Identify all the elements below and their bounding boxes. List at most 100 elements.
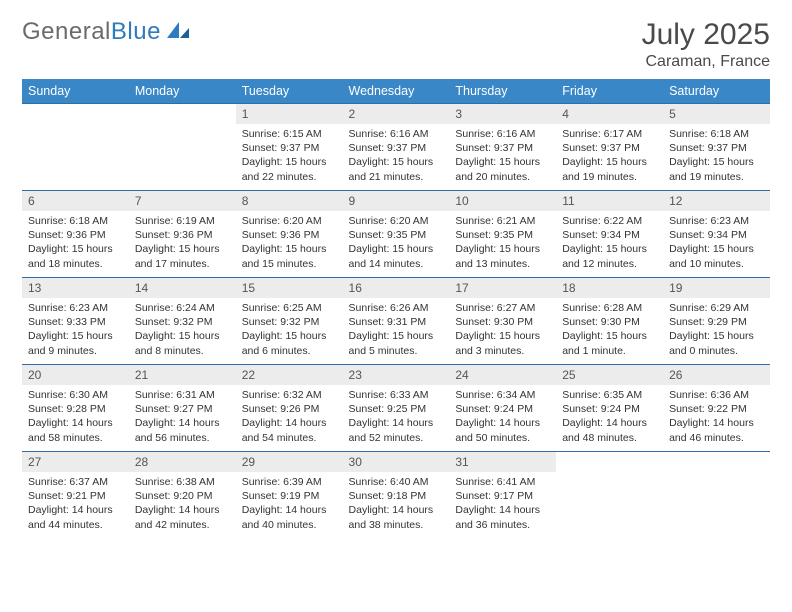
calendar-day-cell: 1Sunrise: 6:15 AMSunset: 9:37 PMDaylight… — [236, 104, 343, 191]
calendar-day-cell: 24Sunrise: 6:34 AMSunset: 9:24 PMDayligh… — [449, 365, 556, 452]
day-number: 29 — [236, 452, 343, 472]
day-details: Sunrise: 6:36 AMSunset: 9:22 PMDaylight:… — [663, 385, 770, 449]
day-number: 15 — [236, 278, 343, 298]
day-detail-line: and 20 minutes. — [455, 170, 550, 184]
day-detail-line: Sunset: 9:30 PM — [455, 315, 550, 329]
day-number: 18 — [556, 278, 663, 298]
day-details: Sunrise: 6:38 AMSunset: 9:20 PMDaylight:… — [129, 472, 236, 536]
calendar-day-cell — [22, 104, 129, 191]
day-detail-line: Daylight: 14 hours — [455, 503, 550, 517]
day-details: Sunrise: 6:18 AMSunset: 9:36 PMDaylight:… — [22, 211, 129, 275]
calendar-day-cell: 5Sunrise: 6:18 AMSunset: 9:37 PMDaylight… — [663, 104, 770, 191]
day-detail-line: Sunrise: 6:32 AM — [242, 388, 337, 402]
calendar-day-cell: 17Sunrise: 6:27 AMSunset: 9:30 PMDayligh… — [449, 278, 556, 365]
day-detail-line: Sunset: 9:22 PM — [669, 402, 764, 416]
day-detail-line: Sunset: 9:35 PM — [349, 228, 444, 242]
day-detail-line: Daylight: 14 hours — [135, 503, 230, 517]
day-detail-line: and 3 minutes. — [455, 344, 550, 358]
day-number: 20 — [22, 365, 129, 385]
day-details — [22, 124, 129, 131]
day-detail-line: and 18 minutes. — [28, 257, 123, 271]
day-detail-line: Sunset: 9:34 PM — [562, 228, 657, 242]
day-detail-line: and 13 minutes. — [455, 257, 550, 271]
day-number: 9 — [343, 191, 450, 211]
day-detail-line: Sunset: 9:28 PM — [28, 402, 123, 416]
day-detail-line: Daylight: 14 hours — [28, 503, 123, 517]
calendar-day-cell — [129, 104, 236, 191]
day-detail-line: Daylight: 15 hours — [242, 155, 337, 169]
day-number: 24 — [449, 365, 556, 385]
day-detail-line: and 17 minutes. — [135, 257, 230, 271]
day-detail-line: and 10 minutes. — [669, 257, 764, 271]
day-detail-line: Daylight: 14 hours — [28, 416, 123, 430]
day-detail-line: Sunset: 9:36 PM — [28, 228, 123, 242]
day-detail-line: Sunset: 9:37 PM — [455, 141, 550, 155]
day-number: 2 — [343, 104, 450, 124]
day-number: 8 — [236, 191, 343, 211]
day-detail-line: and 50 minutes. — [455, 431, 550, 445]
day-detail-line: Sunset: 9:37 PM — [562, 141, 657, 155]
calendar-day-cell — [663, 452, 770, 539]
day-details: Sunrise: 6:24 AMSunset: 9:32 PMDaylight:… — [129, 298, 236, 362]
day-detail-line: Daylight: 15 hours — [135, 242, 230, 256]
day-details: Sunrise: 6:16 AMSunset: 9:37 PMDaylight:… — [343, 124, 450, 188]
day-detail-line: Sunrise: 6:28 AM — [562, 301, 657, 315]
day-detail-line: Sunrise: 6:23 AM — [28, 301, 123, 315]
day-detail-line: Sunset: 9:21 PM — [28, 489, 123, 503]
day-number: 21 — [129, 365, 236, 385]
day-detail-line: Sunset: 9:18 PM — [349, 489, 444, 503]
calendar-week-row: 27Sunrise: 6:37 AMSunset: 9:21 PMDayligh… — [22, 452, 770, 539]
calendar-day-cell: 30Sunrise: 6:40 AMSunset: 9:18 PMDayligh… — [343, 452, 450, 539]
day-details: Sunrise: 6:28 AMSunset: 9:30 PMDaylight:… — [556, 298, 663, 362]
calendar-day-cell: 16Sunrise: 6:26 AMSunset: 9:31 PMDayligh… — [343, 278, 450, 365]
day-detail-line: Sunset: 9:37 PM — [349, 141, 444, 155]
day-detail-line: Daylight: 15 hours — [455, 242, 550, 256]
day-detail-line: Sunset: 9:35 PM — [455, 228, 550, 242]
day-detail-line: Sunset: 9:34 PM — [669, 228, 764, 242]
calendar-day-cell: 22Sunrise: 6:32 AMSunset: 9:26 PMDayligh… — [236, 365, 343, 452]
day-detail-line: Sunset: 9:33 PM — [28, 315, 123, 329]
day-details: Sunrise: 6:15 AMSunset: 9:37 PMDaylight:… — [236, 124, 343, 188]
calendar-week-row: 13Sunrise: 6:23 AMSunset: 9:33 PMDayligh… — [22, 278, 770, 365]
day-number: 1 — [236, 104, 343, 124]
day-detail-line: Sunrise: 6:20 AM — [349, 214, 444, 228]
day-number — [556, 452, 663, 472]
day-number: 27 — [22, 452, 129, 472]
calendar-day-cell: 31Sunrise: 6:41 AMSunset: 9:17 PMDayligh… — [449, 452, 556, 539]
day-detail-line: Sunset: 9:24 PM — [455, 402, 550, 416]
day-detail-line: Sunrise: 6:30 AM — [28, 388, 123, 402]
day-detail-line: Sunset: 9:36 PM — [242, 228, 337, 242]
day-detail-line: and 56 minutes. — [135, 431, 230, 445]
calendar-day-cell: 23Sunrise: 6:33 AMSunset: 9:25 PMDayligh… — [343, 365, 450, 452]
day-detail-line: Daylight: 15 hours — [242, 242, 337, 256]
day-detail-line: Sunset: 9:25 PM — [349, 402, 444, 416]
day-details: Sunrise: 6:22 AMSunset: 9:34 PMDaylight:… — [556, 211, 663, 275]
day-detail-line: Daylight: 14 hours — [135, 416, 230, 430]
day-number: 31 — [449, 452, 556, 472]
day-detail-line: Sunrise: 6:18 AM — [669, 127, 764, 141]
month-title: July 2025 — [642, 18, 770, 51]
day-detail-line: Sunset: 9:29 PM — [669, 315, 764, 329]
day-detail-line: Daylight: 14 hours — [562, 416, 657, 430]
day-number: 3 — [449, 104, 556, 124]
day-details — [663, 472, 770, 479]
location-label: Caraman, France — [642, 53, 770, 71]
day-number: 11 — [556, 191, 663, 211]
day-detail-line: and 58 minutes. — [28, 431, 123, 445]
day-detail-line: and 0 minutes. — [669, 344, 764, 358]
day-details: Sunrise: 6:16 AMSunset: 9:37 PMDaylight:… — [449, 124, 556, 188]
day-detail-line: Sunrise: 6:19 AM — [135, 214, 230, 228]
day-detail-line: and 44 minutes. — [28, 518, 123, 532]
day-detail-line: Daylight: 15 hours — [28, 242, 123, 256]
day-detail-line: Sunrise: 6:38 AM — [135, 475, 230, 489]
calendar-day-cell: 6Sunrise: 6:18 AMSunset: 9:36 PMDaylight… — [22, 191, 129, 278]
day-details: Sunrise: 6:21 AMSunset: 9:35 PMDaylight:… — [449, 211, 556, 275]
day-detail-line: Daylight: 15 hours — [242, 329, 337, 343]
day-detail-line: Daylight: 15 hours — [562, 242, 657, 256]
day-detail-line: Sunset: 9:20 PM — [135, 489, 230, 503]
day-number — [663, 452, 770, 472]
calendar-week-row: 1Sunrise: 6:15 AMSunset: 9:37 PMDaylight… — [22, 104, 770, 191]
logo-text-blue: Blue — [111, 18, 161, 46]
day-number: 26 — [663, 365, 770, 385]
day-details: Sunrise: 6:17 AMSunset: 9:37 PMDaylight:… — [556, 124, 663, 188]
